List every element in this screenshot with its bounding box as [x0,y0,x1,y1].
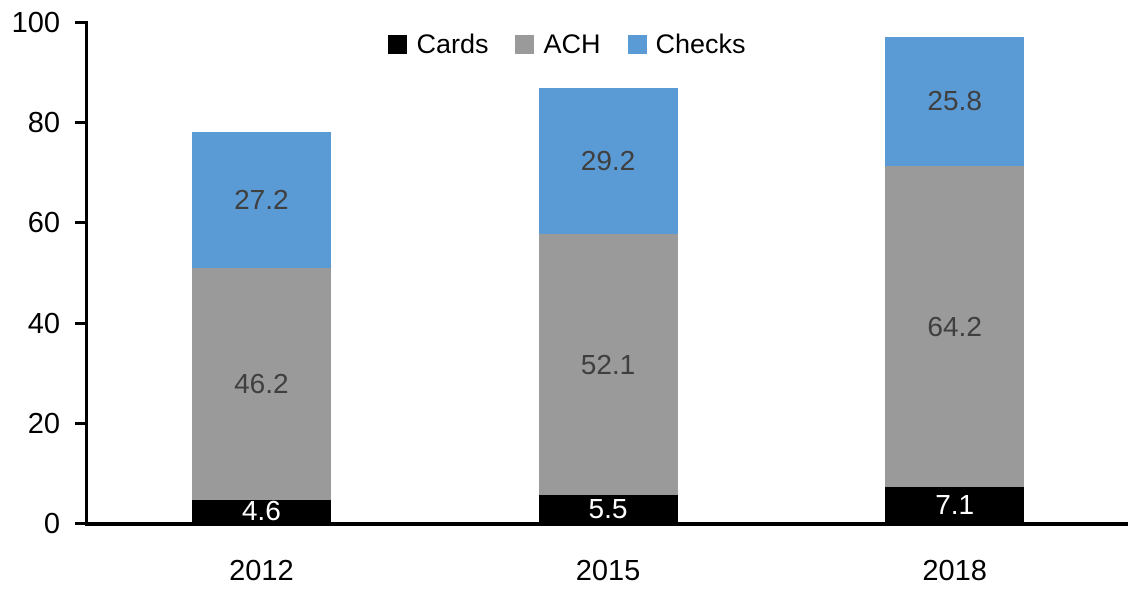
y-axis-tick-label: 0 [43,508,60,540]
legend-swatch-icon [388,35,408,54]
data-label: 25.8 [927,85,982,117]
y-axis-tick-mark [75,321,85,325]
data-label: 4.6 [241,495,281,527]
legend-label: ACH [543,29,601,59]
y-axis-tick-mark [75,522,85,525]
data-label: 46.2 [234,368,289,400]
legend: Cards ACH Checks [0,31,1134,58]
data-label: 27.2 [234,184,289,216]
y-axis-tick-mark [75,121,85,125]
x-axis-label-2015: 2015 [575,555,641,587]
y-axis-tick-mark [75,221,85,225]
data-label: 52.1 [580,348,636,380]
bar-segment-cards-2018: 7.1 [885,487,1025,523]
y-axis-line [85,21,88,526]
x-axis-label-2012: 2012 [229,555,294,587]
legend-item-cards: Cards [388,31,488,58]
legend-item-checks: Checks [627,29,746,59]
y-axis-tick-label: 60 [27,207,60,240]
legend-item-ach: ACH [515,29,601,59]
y-axis-tick-label: 80 [27,107,60,140]
bar-segment-checks-2018: 25.8 [885,36,1025,166]
y-axis-tick-mark [75,21,85,24]
legend-label: Cards [416,29,489,59]
data-label: 7.1 [935,489,975,521]
bar-segment-ach-2015: 52.1 [538,234,678,496]
y-axis-tick-label: 100 [11,7,60,39]
bar-segment-checks-2015: 29.2 [538,88,678,235]
legend-label: Checks [655,29,746,59]
y-axis-tick-mark [75,421,85,425]
x-axis-label-2018: 2018 [922,555,987,587]
data-label: 5.5 [588,493,628,525]
y-axis-tick-label: 40 [27,307,60,340]
bar-segment-checks-2012: 27.2 [191,132,331,269]
bar-segment-cards-2012: 4.6 [191,495,331,527]
data-label: 64.2 [927,310,982,342]
bar-segment-ach-2018: 64.2 [885,165,1025,488]
bar-segment-ach-2012: 46.2 [191,268,331,500]
data-label: 29.2 [580,145,636,177]
legend-swatch-icon [515,35,535,54]
legend-swatch-icon [627,35,647,54]
bar-segment-cards-2015: 5.5 [538,493,678,525]
x-axis-line [85,522,1128,526]
y-axis-tick-label: 20 [27,407,60,440]
